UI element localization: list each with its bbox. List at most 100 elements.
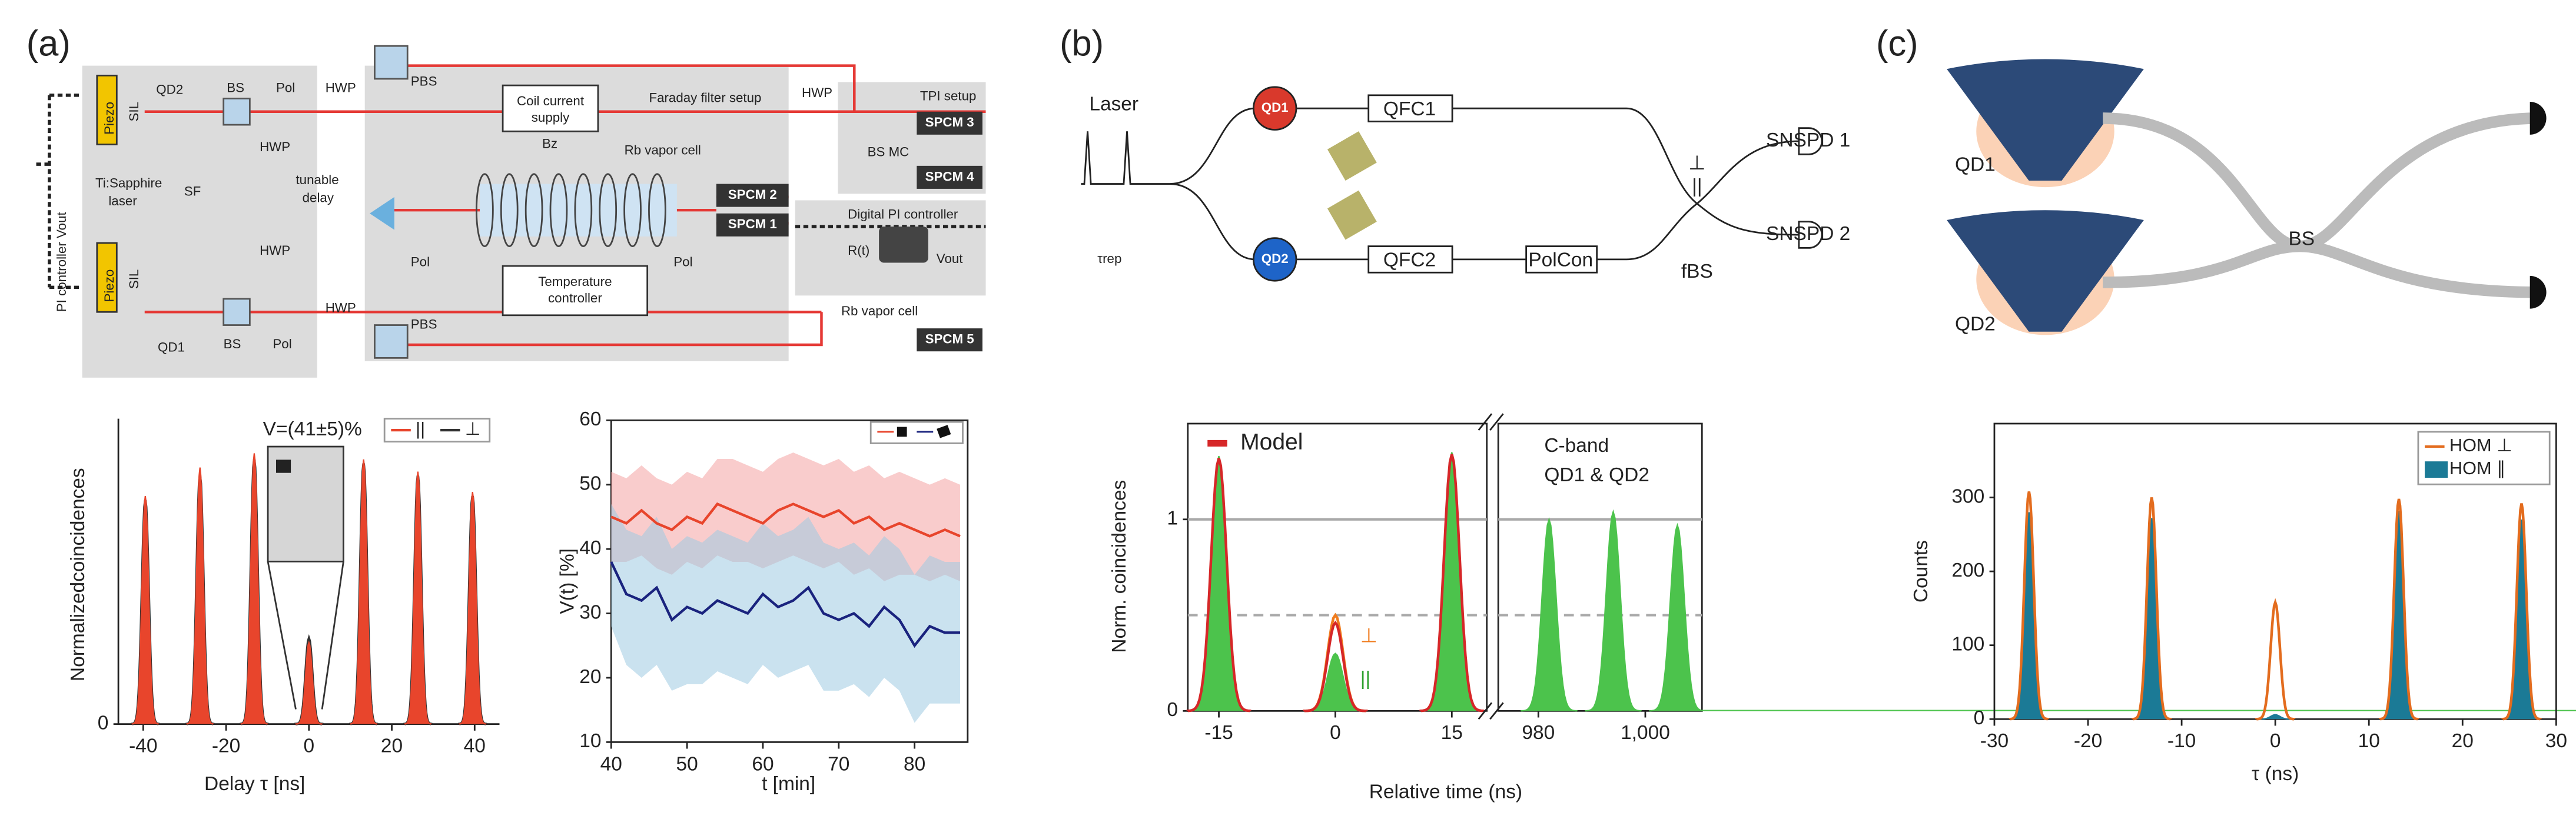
y-tick-label: 1 — [1167, 508, 1178, 530]
x-tick-label: -40 — [129, 735, 157, 757]
y-tick-label: 40 — [579, 537, 601, 559]
label: BS — [2288, 228, 2315, 249]
peak — [131, 495, 160, 725]
label: PBS — [411, 317, 437, 331]
label: Laser — [1089, 93, 1138, 115]
label: HWP — [802, 85, 832, 100]
label: BS MC — [868, 144, 909, 159]
cable — [32, 94, 986, 289]
peak — [2502, 520, 2541, 720]
label: SIL — [127, 269, 141, 289]
peak — [240, 453, 268, 725]
peak — [2009, 512, 2049, 720]
x-axis-title: Delay τ [ns] — [204, 773, 305, 795]
peak — [1303, 652, 1367, 712]
legend-swatch — [2425, 461, 2448, 478]
label: Ti:Sapphire — [95, 175, 162, 190]
label: tunable — [296, 172, 338, 187]
label: QD1 — [158, 339, 185, 354]
peak — [295, 640, 323, 725]
peak — [1649, 522, 2576, 712]
label: HWP — [326, 301, 356, 315]
box — [1525, 245, 1598, 274]
y-tick-label: 100 — [1951, 634, 1984, 655]
label: Pol — [673, 254, 692, 269]
legend-label: ⊥ — [465, 418, 481, 439]
label: HWP — [260, 243, 290, 258]
y-tick-label: 20 — [579, 666, 601, 688]
label: PI controller Vout — [54, 211, 69, 312]
label: QD1 — [1262, 100, 1289, 115]
label: PolCon — [1528, 249, 1593, 271]
detector — [1798, 127, 1823, 249]
y-axis-title: Counts — [1910, 540, 1932, 602]
x-tick-label: 0 — [2270, 730, 2281, 752]
laptop — [879, 227, 928, 263]
lock-icon — [897, 427, 907, 437]
y-tick-label: 30 — [579, 601, 601, 623]
peak — [1187, 456, 1251, 712]
inset-connector — [267, 561, 344, 710]
x-axis-title: τ (ns) — [2252, 763, 2299, 785]
x-tick-label: -15 — [1204, 722, 1233, 744]
grating — [1327, 131, 1377, 181]
legend-label: || — [416, 418, 425, 439]
panel-label: (b) — [1060, 23, 1104, 64]
box — [502, 84, 599, 132]
y-tick-label: 10 — [579, 730, 601, 752]
x-tick-label: -10 — [2167, 730, 2196, 752]
spcm — [716, 184, 789, 207]
legend-label: HOM ⊥ — [2449, 435, 2512, 455]
diagram-a: QD2 BS Pol HWP tunable delay Ti:Sapphire… — [32, 45, 986, 378]
pbs — [374, 45, 409, 80]
x-tick-label: 60 — [752, 753, 774, 775]
label: Faraday filter setup — [649, 90, 761, 105]
peak — [2379, 498, 2419, 721]
label: Temperature — [538, 274, 612, 289]
spcm — [716, 213, 789, 237]
peak — [2132, 518, 2172, 720]
label: Piezo — [102, 102, 117, 135]
path — [2103, 112, 2538, 298]
label: Vout — [937, 251, 963, 266]
label: SNSPD 2 — [1766, 223, 1850, 245]
y-tick-label: 50 — [579, 473, 601, 495]
x-tick-label: 40 — [600, 753, 622, 775]
annotation: C-band — [1544, 435, 1609, 457]
label: QD2 — [1955, 313, 1996, 335]
detector — [2529, 102, 2547, 309]
x-tick-label: 70 — [828, 753, 849, 775]
lock-icon — [275, 460, 291, 473]
box — [1367, 245, 1453, 274]
spcm — [917, 165, 982, 189]
label: QD1 — [1955, 154, 1996, 176]
label: QFC1 — [1383, 98, 1436, 120]
label: SPCM 1 — [728, 217, 777, 231]
peak — [1585, 509, 1642, 712]
cone — [1947, 59, 2144, 332]
diagram-b: Laser τrep QD1 QD2 QFC1 QFC2 PolCon ⊥ ||… — [1081, 86, 1850, 282]
peak — [2132, 497, 2172, 721]
annotation: V=(41±5)% — [263, 418, 362, 440]
label: SIL — [127, 102, 141, 122]
legend-label: HOM ∥ — [2449, 458, 2505, 478]
peak — [1186, 458, 1252, 713]
grating — [1327, 190, 1377, 240]
label: laser — [108, 194, 137, 208]
label: SPCM 4 — [925, 169, 975, 184]
line — [610, 502, 961, 538]
label: PBS — [411, 74, 437, 88]
peak — [1419, 454, 1485, 713]
label: SNSPD 1 — [1766, 129, 1850, 151]
label: QD2 — [1262, 251, 1289, 266]
label: Digital PI controller — [848, 207, 958, 221]
x-tick-label: 80 — [904, 753, 925, 775]
box — [502, 265, 649, 317]
x-tick-label: 20 — [381, 735, 403, 757]
x-tick-label: -20 — [212, 735, 240, 757]
label: Rb vapor cell — [625, 143, 701, 158]
label: Pol — [411, 254, 430, 269]
peak — [2501, 503, 2542, 721]
legend-label: Model — [1240, 430, 1303, 455]
